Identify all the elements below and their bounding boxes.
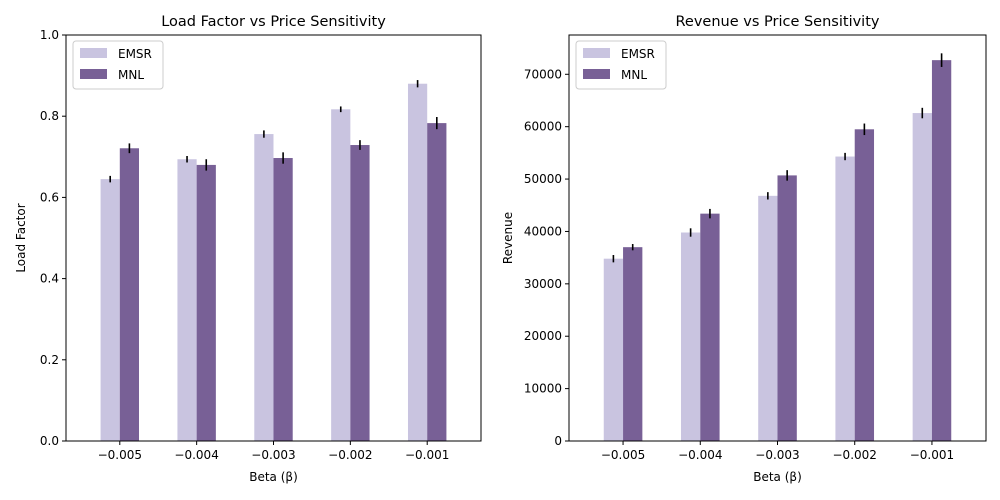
x-tick-label: −0.003	[755, 448, 799, 462]
bar-mnl-3	[273, 158, 293, 441]
x-tick-label: −0.003	[251, 448, 295, 462]
y-tick-label: 0.2	[40, 353, 59, 367]
x-tick-label: −0.002	[328, 448, 372, 462]
x-tick-label: −0.004	[678, 448, 722, 462]
x-tick-label: −0.002	[833, 448, 877, 462]
bar-mnl-2	[196, 164, 216, 442]
bar-emsr-5	[407, 83, 428, 441]
y-tick-label: 20000	[524, 329, 562, 343]
y-tick-label: 1.0	[40, 28, 59, 42]
legend: EMSR MNL	[72, 40, 164, 90]
legend: EMSR MNL	[575, 40, 667, 90]
bar-emsr-4	[331, 109, 351, 441]
chart-panel-1: 0.0 0.2 0.4 0.6 0.8 1.0 −0.005 −0.004 −0.003 −0.0…	[14, 14, 482, 484]
x-axis-label: Beta (β)	[753, 470, 802, 484]
bar-mnl-1	[623, 247, 643, 441]
y-tick-label: 0.8	[40, 109, 59, 123]
x-tick-label: −0.005	[601, 448, 645, 462]
legend-label-emsr: EMSR	[621, 47, 655, 61]
x-tick-label: −0.004	[174, 448, 218, 462]
x-tick-label: −0.001	[910, 448, 954, 462]
legend-label-mnl: MNL	[621, 68, 647, 82]
y-tick-label: 0	[554, 434, 562, 448]
y-tick-label: 0.4	[40, 272, 59, 286]
series-emsr	[100, 80, 428, 441]
legend-swatch-emsr	[583, 48, 610, 58]
chart-panel-2: 0 10000 20000 30000 40000 50000 60000 70000 −0.0…	[501, 14, 987, 484]
bar-emsr-4	[835, 156, 855, 441]
bar-emsr-2	[177, 159, 197, 441]
bar-mnl-5	[931, 60, 952, 441]
bar-mnl-3	[777, 175, 797, 442]
legend-swatch-emsr	[80, 48, 107, 58]
bar-emsr-3	[758, 195, 778, 441]
legend-label-emsr: EMSR	[118, 47, 152, 61]
y-tick-label: 50000	[524, 172, 562, 186]
y-tick-label: 30000	[524, 277, 562, 291]
bar-emsr-2	[680, 232, 701, 441]
bar-emsr-3	[254, 134, 274, 441]
y-tick-label: 0.0	[40, 434, 59, 448]
legend-swatch-mnl	[80, 69, 107, 79]
y-tick-label: 70000	[524, 67, 562, 81]
y-tick-label: 10000	[524, 382, 562, 396]
y-tick-label: 0.6	[40, 190, 59, 204]
y-tick-label: 40000	[524, 224, 562, 238]
bar-mnl-1	[119, 148, 140, 442]
bar-mnl-5	[427, 123, 447, 442]
bar-mnl-2	[700, 213, 720, 441]
chart-title: Load Factor vs Price Sensitivity	[161, 14, 386, 30]
bar-emsr-1	[100, 179, 120, 441]
chart-title: Revenue vs Price Sensitivity	[676, 14, 880, 30]
series-emsr	[603, 107, 932, 442]
legend-label-mnl: MNL	[118, 68, 144, 82]
y-tick-label: 60000	[524, 120, 562, 134]
series-mnl	[119, 117, 447, 442]
y-axis-label: Load Factor	[14, 203, 28, 272]
x-tick-label: −0.005	[98, 448, 142, 462]
x-axis-label: Beta (β)	[249, 470, 298, 484]
series-mnl	[623, 53, 952, 442]
bar-mnl-4	[350, 145, 370, 441]
bar-emsr-5	[912, 113, 932, 442]
bar-mnl-4	[854, 129, 875, 442]
bar-emsr-1	[603, 258, 624, 441]
legend-swatch-mnl	[583, 69, 610, 79]
y-axis-label: Revenue	[501, 212, 515, 264]
x-tick-label: −0.001	[405, 448, 449, 462]
